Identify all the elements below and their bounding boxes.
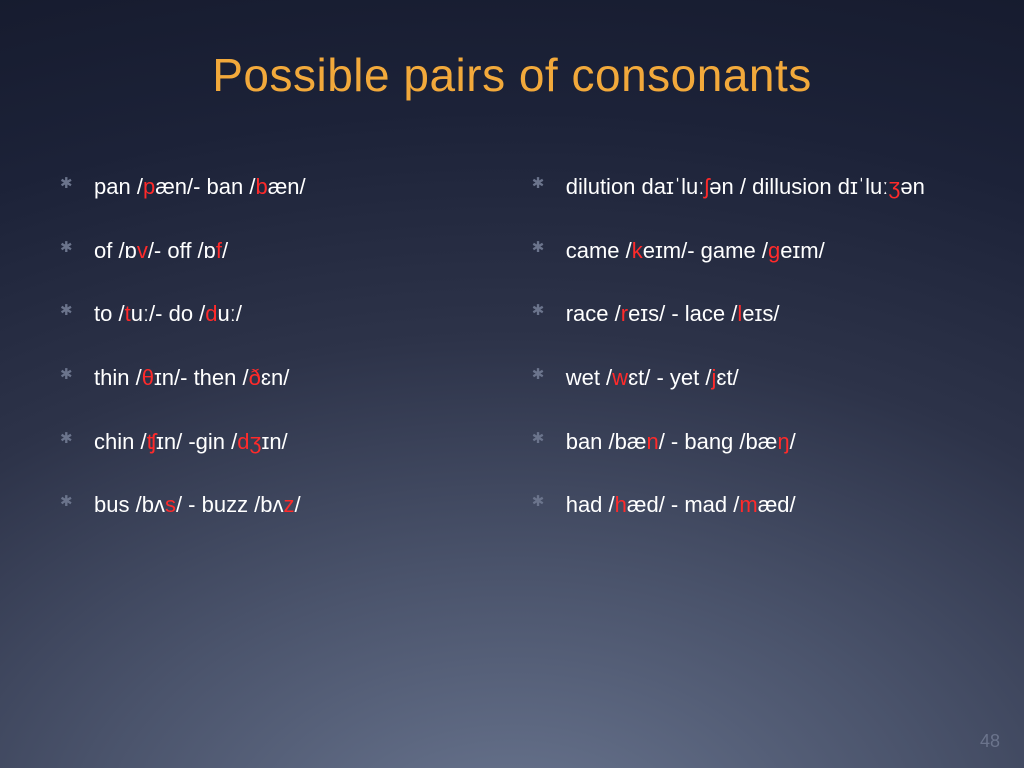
list-item: to /tuː/- do /duː/ (60, 299, 472, 329)
text-segment: to / (94, 301, 125, 326)
highlight-consonant: ʧ (147, 429, 156, 454)
text-segment: chin / (94, 429, 147, 454)
text-segment: / - buzz /bʌ (176, 492, 284, 517)
highlight-consonant: n (646, 429, 658, 454)
list-item: dilution daɪˈluːʃən / dillusion dɪˈluːʒə… (532, 172, 964, 202)
left-column: pan /pæn/- ban /bæn/of /ɒv/- off /ɒf/to … (60, 172, 472, 554)
text-segment: eɪm/- game / (643, 238, 768, 263)
highlight-consonant: ð (249, 365, 261, 390)
text-segment: ɛt/ (716, 365, 738, 390)
text-segment: uː/ (218, 301, 242, 326)
list-item: came /keɪm/- game /geɪm/ (532, 236, 964, 266)
list-item: ban /bæn/ - bang /bæŋ/ (532, 427, 964, 457)
text-segment: ɪn/ (261, 429, 287, 454)
text-segment: eɪs/ - lace / (628, 301, 737, 326)
text-segment: wet / (566, 365, 612, 390)
text-segment: uː/- do / (131, 301, 206, 326)
text-segment: /- off /ɒ (148, 238, 216, 263)
left-list: pan /pæn/- ban /bæn/of /ɒv/- off /ɒf/to … (60, 172, 472, 520)
text-segment: eɪs/ (742, 301, 779, 326)
text-segment: / (222, 238, 228, 263)
text-segment: æn/- ban / (155, 174, 255, 199)
text-segment: ən / dillusion dɪˈluː (709, 174, 888, 199)
list-item: pan /pæn/- ban /bæn/ (60, 172, 472, 202)
highlight-consonant: θ (142, 365, 154, 390)
highlight-consonant: ŋ (777, 429, 789, 454)
highlight-consonant: d (205, 301, 217, 326)
text-segment: æd/ - mad / (627, 492, 739, 517)
list-item: had /hæd/ - mad /mæd/ (532, 490, 964, 520)
list-item: chin /ʧɪn/ -gin /dʒɪn/ (60, 427, 472, 457)
highlight-consonant: z (284, 492, 295, 517)
text-segment: æd/ (758, 492, 796, 517)
text-segment: thin / (94, 365, 142, 390)
highlight-consonant: k (632, 238, 643, 263)
highlight-consonant: w (612, 365, 628, 390)
text-segment: / (790, 429, 796, 454)
highlight-consonant: m (739, 492, 757, 517)
highlight-consonant: b (255, 174, 267, 199)
text-segment: ɪn/- then / (154, 365, 249, 390)
right-list: dilution daɪˈluːʃən / dillusion dɪˈluːʒə… (532, 172, 964, 520)
text-segment: æn/ (268, 174, 306, 199)
highlight-consonant: g (768, 238, 780, 263)
text-segment: / (295, 492, 301, 517)
highlight-consonant: dʒ (237, 429, 261, 454)
list-item: thin /θɪn/- then /ðɛn/ (60, 363, 472, 393)
highlight-consonant: s (165, 492, 176, 517)
list-item: of /ɒv/- off /ɒf/ (60, 236, 472, 266)
highlight-consonant: p (143, 174, 155, 199)
highlight-consonant: v (137, 238, 148, 263)
text-segment: pan / (94, 174, 143, 199)
page-number: 48 (980, 731, 1000, 752)
text-segment: eɪm/ (780, 238, 825, 263)
list-item: wet /wɛt/ - yet /jɛt/ (532, 363, 964, 393)
list-item: race /reɪs/ - lace /leɪs/ (532, 299, 964, 329)
highlight-consonant: h (615, 492, 627, 517)
highlight-consonant: ʒ (888, 174, 900, 199)
text-segment: / - bang /bæ (659, 429, 778, 454)
text-segment: had / (566, 492, 615, 517)
text-segment: ɛn/ (261, 365, 289, 390)
list-item: bus /bʌs/ - buzz /bʌz/ (60, 490, 472, 520)
text-segment: ban /bæ (566, 429, 647, 454)
text-segment: ɪn/ -gin / (156, 429, 237, 454)
text-segment: bus /bʌ (94, 492, 165, 517)
text-segment: came / (566, 238, 632, 263)
text-segment: ən (900, 174, 924, 199)
text-segment: dilution daɪˈluː (566, 174, 705, 199)
text-segment: race / (566, 301, 621, 326)
highlight-consonant: r (621, 301, 628, 326)
text-segment: of /ɒ (94, 238, 137, 263)
content-columns: pan /pæn/- ban /bæn/of /ɒv/- off /ɒf/to … (0, 102, 1024, 554)
right-column: dilution daɪˈluːʃən / dillusion dɪˈluːʒə… (532, 172, 964, 554)
page-title: Possible pairs of consonants (0, 0, 1024, 102)
text-segment: ɛt/ - yet / (628, 365, 711, 390)
